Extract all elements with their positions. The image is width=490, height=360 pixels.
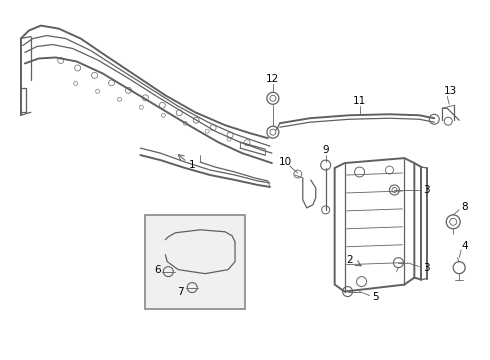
Text: 3: 3 — [423, 185, 430, 195]
Text: 6: 6 — [154, 265, 161, 275]
Text: 1: 1 — [189, 160, 196, 170]
Text: 9: 9 — [322, 145, 329, 155]
Text: 5: 5 — [372, 292, 379, 302]
Bar — [146, 215, 245, 310]
Text: 4: 4 — [462, 241, 468, 251]
Text: 11: 11 — [353, 96, 366, 106]
Text: 3: 3 — [423, 263, 430, 273]
Text: 13: 13 — [443, 86, 457, 96]
Text: 8: 8 — [461, 202, 467, 212]
Text: 7: 7 — [177, 287, 184, 297]
Text: 12: 12 — [266, 75, 279, 84]
Text: 2: 2 — [346, 255, 353, 265]
Text: 10: 10 — [279, 157, 293, 167]
